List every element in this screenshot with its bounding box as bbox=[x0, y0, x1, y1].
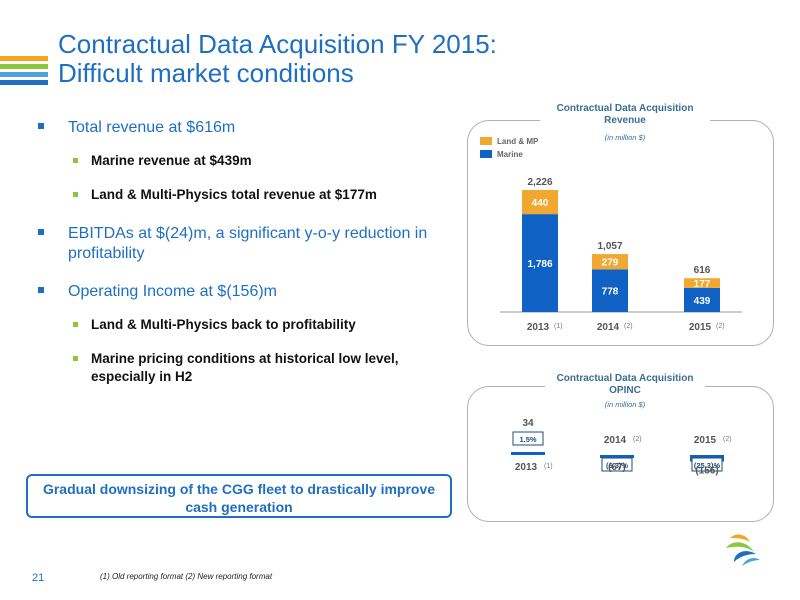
bullet-marker bbox=[38, 123, 44, 129]
opinc-chart-title: Contractual Data Acquisition OPINC bbox=[545, 373, 705, 397]
page-number: 21 bbox=[32, 572, 45, 584]
bar-land-mp-2014 bbox=[592, 254, 628, 270]
tick-label-2015: 2015 bbox=[689, 322, 712, 333]
opinc-value-2014: (67) bbox=[608, 462, 626, 473]
bar-label-marine-2013: 1,786 bbox=[527, 259, 552, 270]
stripe-green bbox=[0, 64, 48, 69]
slide-title-line-1: Contractual Data Acquisition FY 2015: bbox=[58, 29, 497, 59]
bar-label-land-mp-2015: 177 bbox=[694, 279, 711, 290]
opinc-margin-box-2014 bbox=[601, 457, 633, 472]
opinc-tick-note-2015: (2) bbox=[723, 436, 732, 443]
slide-title-line-2: Difficult market conditions bbox=[58, 58, 354, 88]
legend-label-land-mp: Land & MP bbox=[497, 137, 539, 146]
opinc-margin-2014: (6.3)% bbox=[606, 461, 628, 470]
tick-note-2013: (1) bbox=[554, 323, 563, 330]
legend-swatch-land-mp bbox=[480, 137, 492, 145]
bar-label-marine-2014: 778 bbox=[602, 287, 619, 298]
bar-total-2014: 1,057 bbox=[597, 241, 622, 252]
revenue-chart: Land & MP Marine 1,786 440 2,226 2013 (1) 778 27… bbox=[480, 137, 742, 333]
bar-land-mp-2013 bbox=[522, 190, 558, 215]
bullet-list: Total revenue at $616m Marine revenue at… bbox=[38, 118, 438, 402]
sub-bullet-marker bbox=[73, 192, 78, 197]
opinc-margin-2013: 1.5% bbox=[519, 435, 536, 444]
sub-bullet-marker bbox=[73, 158, 78, 163]
revenue-chart-title: Contractual Data Acquisition Revenue bbox=[540, 103, 710, 127]
bar-total-2015: 616 bbox=[694, 265, 711, 276]
tick-label-2014: 2014 bbox=[597, 322, 620, 333]
tick-note-2014: (2) bbox=[624, 323, 633, 330]
bullet-marker bbox=[38, 229, 44, 235]
revenue-chart-unit: (in million $) bbox=[604, 133, 646, 142]
footnote: (1) Old reporting format (2) New reporti… bbox=[100, 572, 273, 581]
opinc-chart-unit: (in million $) bbox=[604, 400, 646, 409]
bar-total-2013: 2,226 bbox=[527, 177, 552, 188]
cgg-logo bbox=[726, 534, 760, 566]
bullet-total-revenue: Total revenue at $616m bbox=[38, 118, 438, 138]
bullet-operating-income: Operating Income at $(156)m bbox=[38, 282, 438, 302]
bar-marine-2015 bbox=[684, 287, 720, 312]
opinc-tick-label-2015: 2015 bbox=[694, 435, 717, 446]
decorative-stripes bbox=[0, 56, 48, 88]
bar-marine-2014 bbox=[592, 269, 628, 312]
opinc-bar-2013 bbox=[511, 452, 545, 455]
opinc-tick-label-2013: 2013 bbox=[515, 462, 538, 473]
sub-bullet-marine-pricing: Marine pricing conditions at historical … bbox=[38, 350, 438, 386]
stripe-orange bbox=[0, 56, 48, 61]
opinc-bar-2014 bbox=[600, 455, 634, 458]
opinc-chart: 1.5% 34 2013 (1) (6.3)%(67) 2014 (2) (25.3)%(15… bbox=[511, 418, 732, 477]
bullet-marker bbox=[38, 287, 44, 293]
opinc-tick-label-2014: 2014 bbox=[604, 435, 627, 446]
sub-bullet-marine-revenue: Marine revenue at $439m bbox=[38, 152, 438, 170]
opinc-margin-2015: (25.3)% bbox=[694, 461, 721, 470]
bar-land-mp-2015 bbox=[684, 278, 720, 288]
sub-bullet-land-revenue: Land & Multi-Physics total revenue at $1… bbox=[38, 186, 438, 204]
opinc-value-2013: 34 bbox=[522, 418, 534, 429]
opinc-tick-note-2013: (1) bbox=[544, 463, 553, 470]
bar-label-land-mp-2013: 440 bbox=[532, 198, 549, 209]
slide-title: Contractual Data Acquisition FY 2015: Di… bbox=[58, 30, 618, 88]
callout-box: Gradual downsizing of the CGG fleet to d… bbox=[26, 474, 452, 518]
bullet-ebitdas: EBITDAs at $(24)m, a significant y-o-y r… bbox=[38, 224, 438, 264]
stripe-light-blue bbox=[0, 72, 48, 77]
bar-marine-2013 bbox=[522, 214, 558, 312]
opinc-margin-box-2013 bbox=[512, 431, 544, 446]
tick-label-2013: 2013 bbox=[527, 322, 550, 333]
opinc-value-2015: (156) bbox=[695, 466, 718, 477]
bar-label-marine-2015: 439 bbox=[694, 296, 711, 307]
legend-label-marine: Marine bbox=[497, 150, 523, 159]
sub-bullet-land-profitability: Land & Multi-Physics back to profitabili… bbox=[38, 316, 438, 334]
sub-bullet-marker bbox=[73, 322, 78, 327]
legend-swatch-marine bbox=[480, 150, 492, 158]
sub-bullet-marker bbox=[73, 356, 78, 361]
opinc-margin-box-2015 bbox=[691, 457, 723, 472]
tick-note-2015: (2) bbox=[716, 323, 725, 330]
bar-label-land-mp-2014: 279 bbox=[602, 258, 619, 269]
opinc-tick-note-2014: (2) bbox=[633, 436, 642, 443]
stripe-blue bbox=[0, 80, 48, 85]
